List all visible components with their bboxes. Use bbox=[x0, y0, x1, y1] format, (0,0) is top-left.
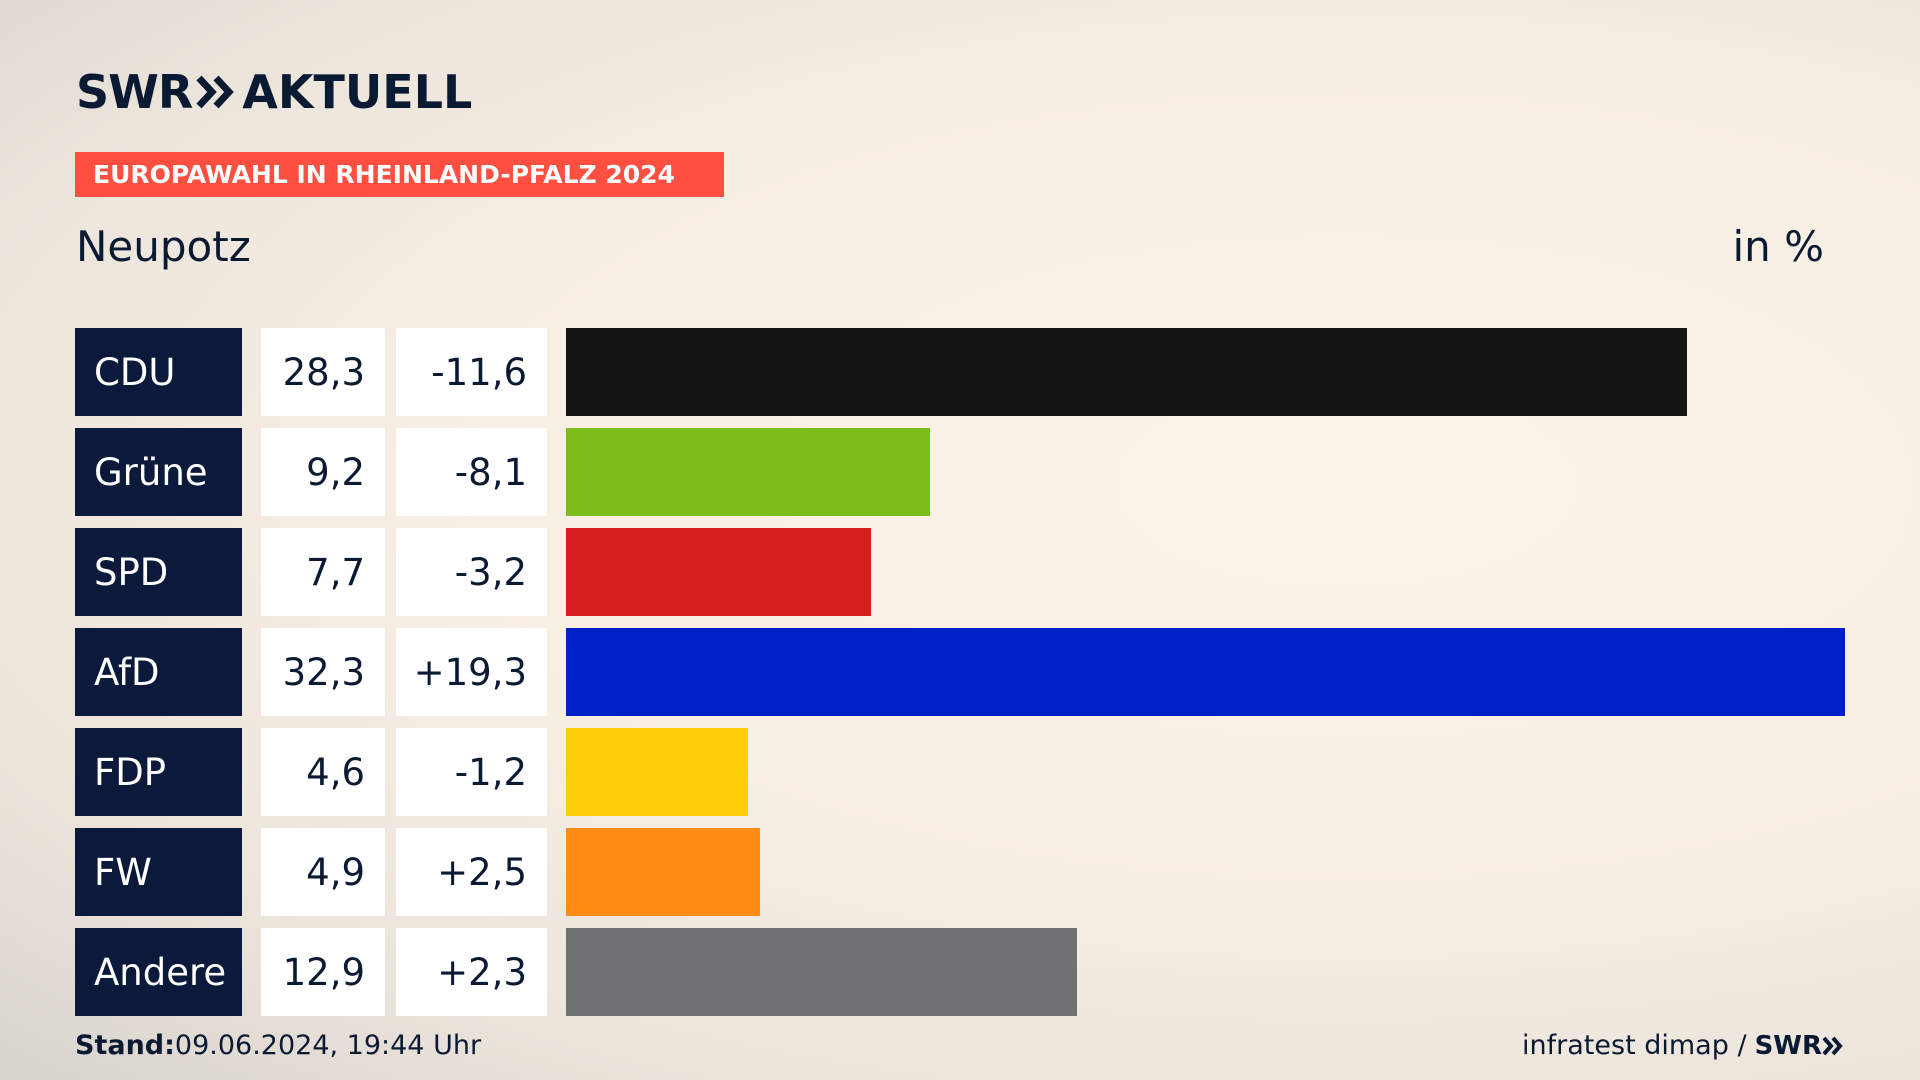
party-label: FDP bbox=[75, 728, 242, 816]
stand-value: 09.06.2024, 19:44 Uhr bbox=[174, 1030, 482, 1061]
source-credit: infratest dimap / SWR bbox=[1522, 1030, 1844, 1061]
unit-label: in % bbox=[1732, 222, 1824, 271]
value-label: 32,3 bbox=[261, 628, 385, 716]
source-swr-logo: SWR bbox=[1754, 1030, 1822, 1061]
small-double-chevron-icon bbox=[1822, 1036, 1843, 1055]
bar bbox=[566, 928, 1077, 1016]
value-label: 4,9 bbox=[261, 828, 385, 916]
source-text: infratest dimap / bbox=[1522, 1030, 1747, 1061]
region-title: Neupotz bbox=[76, 222, 251, 271]
bar bbox=[566, 828, 760, 916]
bar bbox=[566, 528, 871, 616]
diff-label: -11,6 bbox=[396, 328, 547, 416]
party-label: FW bbox=[75, 828, 242, 916]
election-badge: EUROPAWAHL IN RHEINLAND-PFALZ 2024 bbox=[75, 152, 724, 197]
party-label: SPD bbox=[75, 528, 242, 616]
value-label: 12,9 bbox=[261, 928, 385, 1016]
diff-label: +2,5 bbox=[396, 828, 547, 916]
swr-aktuell-logo: SWR AKTUELL bbox=[76, 65, 473, 119]
diff-label: -3,2 bbox=[396, 528, 547, 616]
logo-aktuell-text: AKTUELL bbox=[242, 65, 473, 119]
party-label: Grüne bbox=[75, 428, 242, 516]
diff-label: -1,2 bbox=[396, 728, 547, 816]
party-label: Andere bbox=[75, 928, 242, 1016]
bar bbox=[566, 328, 1687, 416]
value-label: 4,6 bbox=[261, 728, 385, 816]
value-label: 7,7 bbox=[261, 528, 385, 616]
party-label: CDU bbox=[75, 328, 242, 416]
diff-label: -8,1 bbox=[396, 428, 547, 516]
bar bbox=[566, 428, 930, 516]
diff-label: +19,3 bbox=[396, 628, 547, 716]
bar bbox=[566, 728, 748, 816]
timestamp: Stand:09.06.2024, 19:44 Uhr bbox=[75, 1030, 481, 1061]
diff-label: +2,3 bbox=[396, 928, 547, 1016]
value-label: 28,3 bbox=[261, 328, 385, 416]
stand-label: Stand: bbox=[75, 1030, 175, 1061]
double-chevron-icon bbox=[196, 75, 235, 109]
value-label: 9,2 bbox=[261, 428, 385, 516]
bar bbox=[566, 628, 1845, 716]
party-label: AfD bbox=[75, 628, 242, 716]
logo-swr-text: SWR bbox=[76, 65, 193, 119]
